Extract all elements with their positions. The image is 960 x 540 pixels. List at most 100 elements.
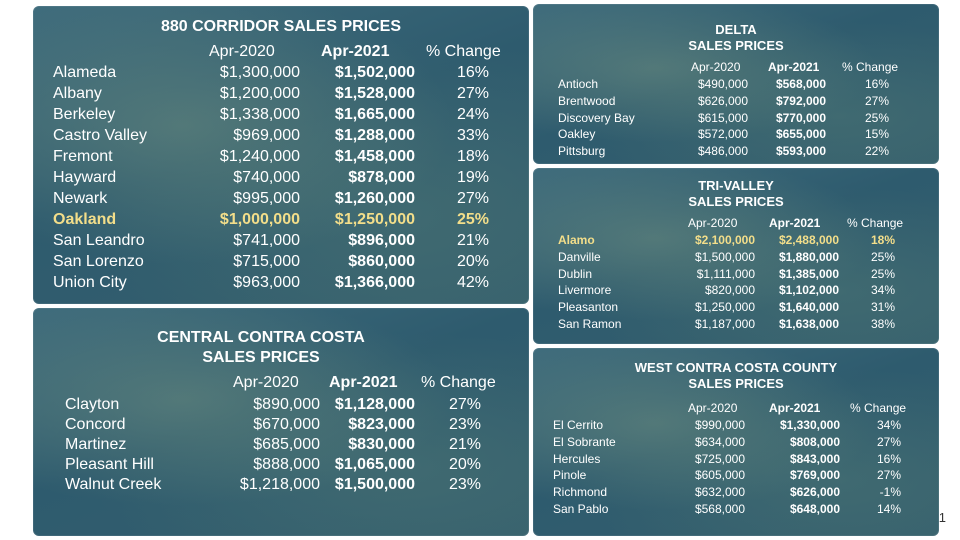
price-apr-2020: $2,100,000 — [694, 233, 755, 247]
price-apr-2021: $626,000 — [789, 485, 840, 500]
page-number: 1 — [938, 510, 946, 525]
city-label: San Leandro — [53, 232, 145, 249]
pct-change: 22% — [864, 144, 889, 159]
price-apr-2021: $1,065,000 — [334, 456, 415, 473]
city-label: Antioch — [558, 77, 599, 91]
pct-change: 34% — [870, 283, 895, 298]
pct-change: 31% — [870, 300, 895, 315]
pct-change: 14% — [876, 502, 901, 516]
price-apr-2021: $1,528,000 — [334, 85, 415, 102]
pct-change: 20% — [456, 253, 489, 270]
price-apr-2020: $486,000 — [697, 144, 748, 159]
pct-change: 27% — [864, 93, 889, 108]
price-apr-2021: $823,000 — [348, 416, 415, 433]
city-label: Hercules — [553, 451, 601, 466]
pct-change: 21% — [456, 232, 489, 249]
pct-change: 16% — [456, 64, 489, 81]
pct-change: 27% — [876, 434, 901, 449]
price-apr-2020: $632,000 — [694, 485, 745, 500]
city-label: Pleasant Hill — [65, 456, 154, 473]
price-apr-2021: $843,000 — [789, 451, 840, 466]
price-apr-2020: $568,000 — [694, 502, 745, 516]
price-apr-2021: $830,000 — [348, 436, 415, 453]
price-apr-2020: $1,240,000 — [219, 148, 300, 165]
price-apr-2020: $1,500,000 — [694, 249, 755, 264]
price-apr-2020: $572,000 — [697, 127, 748, 142]
city-label: Alamo — [558, 233, 595, 247]
pct-change: 23% — [448, 416, 481, 433]
pct-change: 25% — [456, 211, 489, 228]
column-header-pct-change: % Change — [421, 374, 496, 391]
pct-change: 24% — [456, 106, 489, 123]
column-header-apr-2021: Apr-2021 — [768, 60, 820, 74]
city-label: Clayton — [65, 396, 120, 413]
price-apr-2021: $1,880,000 — [778, 249, 839, 264]
price-apr-2021: $1,638,000 — [778, 317, 839, 331]
price-apr-2020: $820,000 — [704, 283, 755, 298]
pct-change: 34% — [876, 418, 901, 432]
pct-change: 16% — [864, 77, 889, 91]
price-apr-2020: $490,000 — [697, 77, 748, 91]
column-header-pct-change: % Change — [847, 216, 904, 230]
price-apr-2021: $808,000 — [789, 434, 840, 449]
price-apr-2020: $1,218,000 — [239, 476, 320, 493]
price-apr-2020: $626,000 — [697, 93, 748, 108]
price-apr-2021: $1,128,000 — [334, 396, 415, 413]
panel-title: 880 CORRIDOR SALES PRICES — [160, 18, 402, 35]
city-label: Richmond — [553, 485, 608, 500]
pct-change: 25% — [864, 110, 889, 125]
city-label: Brentwood — [558, 93, 616, 108]
pct-change: 18% — [456, 148, 489, 165]
price-apr-2020: $890,000 — [253, 396, 320, 413]
city-label: Newark — [53, 190, 108, 207]
price-apr-2020: $615,000 — [697, 110, 748, 125]
column-header-apr-2021: Apr-2021 — [321, 43, 390, 60]
column-header-apr-2020: Apr-2020 — [688, 401, 738, 415]
price-apr-2021: $2,488,000 — [778, 233, 839, 247]
price-apr-2021: $792,000 — [775, 93, 826, 108]
price-apr-2020: $605,000 — [694, 468, 745, 483]
city-label: Livermore — [558, 283, 612, 298]
column-header-apr-2021: Apr-2021 — [769, 401, 821, 415]
panel-tri-valley: TRI-VALLEY SALES PRICES Apr-2020 Apr-2021… — [533, 168, 939, 344]
price-apr-2020: $1,187,000 — [694, 317, 755, 331]
price-apr-2021: $1,665,000 — [334, 106, 415, 123]
column-header-pct-change: % Change — [842, 60, 899, 74]
price-apr-2021: $655,000 — [775, 127, 826, 142]
panel-central-contra-costa: CENTRAL CONTRA COSTA SALES PRICES Apr-20… — [33, 308, 529, 536]
price-apr-2021: $769,000 — [789, 468, 840, 483]
price-apr-2021: $1,250,000 — [334, 211, 415, 228]
price-apr-2020: $1,338,000 — [219, 106, 300, 123]
price-apr-2020: $1,000,000 — [219, 211, 300, 228]
city-label: Pittsburg — [558, 144, 606, 159]
pct-change: 23% — [448, 476, 481, 493]
city-label: Martinez — [65, 436, 127, 453]
price-apr-2020: $1,200,000 — [219, 85, 300, 102]
city-label: Concord — [65, 416, 126, 433]
pct-change: 25% — [870, 266, 895, 281]
price-apr-2020: $990,000 — [694, 418, 745, 432]
column-header-apr-2020: Apr-2020 — [691, 60, 741, 74]
city-label: Walnut Creek — [65, 476, 162, 493]
panel-880-corridor: 880 CORRIDOR SALES PRICES Apr-2020 Apr-20… — [33, 6, 529, 304]
price-apr-2021: $1,500,000 — [334, 476, 415, 493]
price-apr-2020: $741,000 — [233, 232, 300, 249]
pct-change: 27% — [448, 396, 481, 413]
price-apr-2020: $670,000 — [253, 416, 320, 433]
panel-title: CENTRAL CONTRA COSTA SALES PRICES — [157, 329, 365, 366]
column-header-pct-change: % Change — [426, 43, 501, 60]
price-apr-2020: $685,000 — [253, 436, 320, 453]
column-header-apr-2020: Apr-2020 — [209, 43, 275, 60]
price-apr-2021: $1,330,000 — [779, 418, 840, 432]
price-apr-2020: $995,000 — [233, 190, 300, 207]
pct-change: 21% — [448, 436, 481, 453]
price-apr-2020: $740,000 — [233, 169, 300, 186]
price-apr-2020: $1,250,000 — [694, 300, 755, 315]
pct-change: 27% — [876, 468, 901, 483]
price-apr-2021: $896,000 — [348, 232, 415, 249]
pct-change: 20% — [448, 456, 481, 473]
pct-change: 16% — [876, 451, 901, 466]
price-apr-2020: $969,000 — [233, 127, 300, 144]
city-label: Alameda — [53, 64, 117, 81]
city-label: San Pablo — [553, 502, 609, 516]
